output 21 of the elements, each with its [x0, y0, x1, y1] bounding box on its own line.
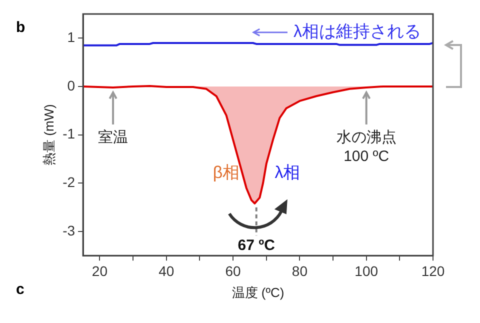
annotation: 水の沸点 100 ºC [336, 129, 396, 166]
annotation: β相 [212, 163, 240, 182]
annotation: λ相 [274, 163, 300, 182]
annotation: λ相は維持される [294, 22, 421, 42]
ref-line-label: 67 ºC [238, 237, 276, 254]
y-axis-title: 熱量 (mW) [41, 104, 56, 166]
text: c [16, 281, 24, 298]
x-tick-label: 80 [292, 262, 308, 279]
x-axis-title: 温度 (ºC) [232, 284, 284, 300]
x-tick-label: 120 [421, 262, 445, 279]
text: b [16, 19, 26, 36]
x-tick-label: 40 [158, 262, 174, 279]
y-tick-label: -2 [62, 174, 76, 190]
y-tick-label: -1 [62, 126, 76, 142]
x-tick-label: 60 [225, 262, 242, 279]
annotation: 室温 [98, 129, 128, 146]
x-tick-label: 20 [92, 262, 108, 279]
y-tick-label: 1 [67, 29, 76, 46]
y-tick-label: 0 [67, 77, 76, 94]
x-tick-label: 100 [354, 262, 378, 279]
y-tick-label: -3 [62, 222, 76, 238]
